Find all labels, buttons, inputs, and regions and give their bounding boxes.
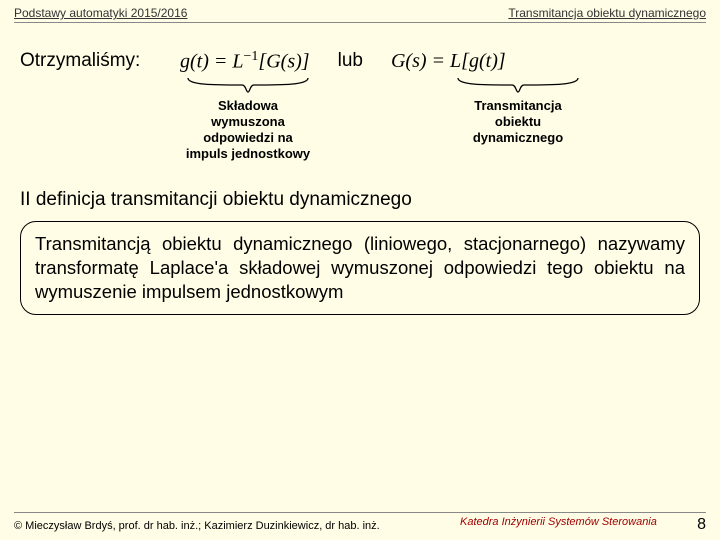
slide-header: Podstawy automatyki 2015/2016 Transmitan… bbox=[0, 0, 720, 20]
section-title: II definicja transmitancji obiektu dynam… bbox=[20, 189, 700, 211]
footer-divider bbox=[14, 512, 706, 513]
slide-footer: © Mieczysław Brdyś, prof. dr hab. inż.; … bbox=[0, 512, 720, 540]
equation-row: Otrzymaliśmy: g(t) = L−1[G(s)] lub G(s) … bbox=[20, 49, 700, 74]
footer-authors: © Mieczysław Brdyś, prof. dr hab. inż.; … bbox=[14, 520, 380, 532]
caption-right: Transmitancja obiektu dynamicznego bbox=[473, 98, 563, 147]
brace-right-icon bbox=[454, 76, 582, 94]
brace-right: Transmitancja obiektu dynamicznego bbox=[454, 76, 582, 163]
page-number: 8 bbox=[697, 516, 706, 534]
equation-2: G(s) = L[g(t)] bbox=[391, 50, 506, 73]
caption-left: Składowa wymuszona odpowiedzi na impuls … bbox=[186, 98, 310, 163]
footer-dept: Katedra Inżynierii Systemów Sterowania bbox=[460, 516, 657, 528]
equations-group: g(t) = L−1[G(s)] lub G(s) = L[g(t)] bbox=[180, 49, 506, 74]
equation-1: g(t) = L−1[G(s)] bbox=[180, 49, 310, 74]
definition-box: Transmitancją obiektu dynamicznego (lini… bbox=[20, 221, 700, 315]
header-left: Podstawy automatyki 2015/2016 bbox=[14, 6, 187, 20]
slide-content: Otrzymaliśmy: g(t) = L−1[G(s)] lub G(s) … bbox=[0, 23, 720, 325]
brace-left: Składowa wymuszona odpowiedzi na impuls … bbox=[184, 76, 312, 163]
brace-left-icon bbox=[184, 76, 312, 94]
brace-row: Składowa wymuszona odpowiedzi na impuls … bbox=[184, 76, 700, 163]
footer-row: © Mieczysław Brdyś, prof. dr hab. inż.; … bbox=[14, 516, 706, 534]
label-otrzymalismy: Otrzymaliśmy: bbox=[20, 50, 150, 72]
header-right: Transmitancja obiektu dynamicznego bbox=[508, 6, 706, 20]
label-lub: lub bbox=[338, 50, 363, 72]
